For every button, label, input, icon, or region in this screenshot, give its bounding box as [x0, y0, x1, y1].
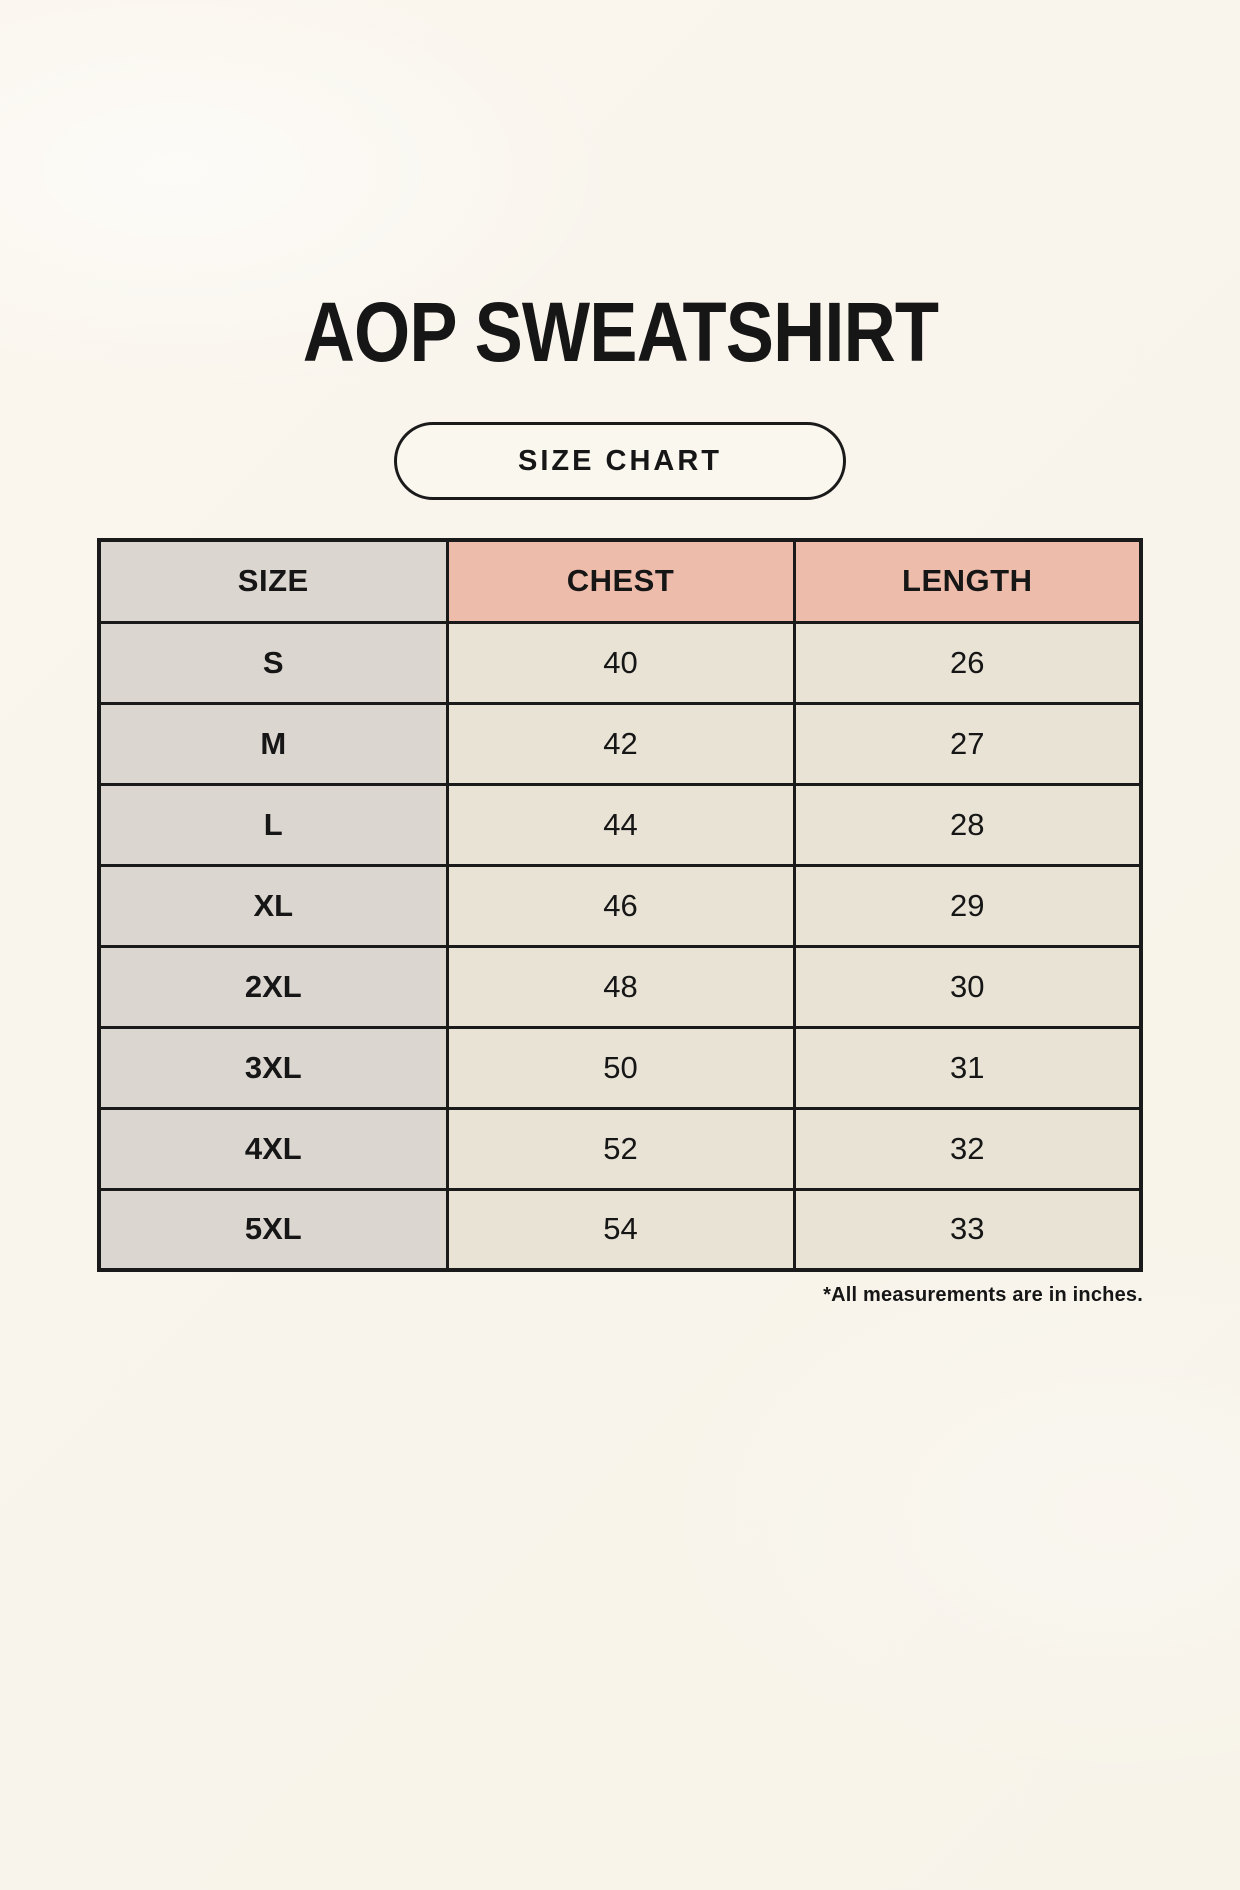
length-value-cell: 32: [792, 1106, 1143, 1191]
size-label-cell: 5XL: [97, 1187, 449, 1272]
size-label-cell: 3XL: [97, 1025, 449, 1110]
table-header-row: SIZE CHEST LENGTH: [97, 538, 1143, 624]
size-label-cell: S: [97, 620, 449, 705]
chest-value-cell: 52: [445, 1106, 796, 1191]
length-value-cell: 26: [792, 620, 1143, 705]
page-title-text: AOP SWEATSHIRT: [302, 285, 938, 379]
header-cell-length: LENGTH: [792, 538, 1143, 624]
header-cell-size: SIZE: [97, 538, 449, 624]
table-row: XL 46 29: [97, 863, 1143, 948]
size-label-cell: 2XL: [97, 944, 449, 1029]
length-value-cell: 30: [792, 944, 1143, 1029]
chest-value-cell: 44: [445, 782, 796, 867]
length-value-cell: 33: [792, 1187, 1143, 1272]
chest-value-cell: 54: [445, 1187, 796, 1272]
table-row: 4XL 52 32: [97, 1106, 1143, 1191]
chest-value-cell: 48: [445, 944, 796, 1029]
size-label-cell: M: [97, 701, 449, 786]
measurements-footnote: *All measurements are in inches.: [823, 1284, 1143, 1306]
size-label-cell: 4XL: [97, 1106, 449, 1191]
table-row: 2XL 48 30: [97, 944, 1143, 1029]
length-value-cell: 31: [792, 1025, 1143, 1110]
size-label-cell: XL: [97, 863, 449, 948]
length-value-cell: 28: [792, 782, 1143, 867]
header-cell-chest: CHEST: [445, 538, 796, 624]
size-chart-badge-label: SIZE CHART: [518, 444, 722, 477]
table-row: M 42 27: [97, 701, 1143, 786]
table-row: 3XL 50 31: [97, 1025, 1143, 1110]
chest-value-cell: 46: [445, 863, 796, 948]
table-row: 5XL 54 33: [97, 1187, 1143, 1272]
size-label-cell: L: [97, 782, 449, 867]
size-table: SIZE CHEST LENGTH S 40 26 M 42 27 L 44 2…: [97, 538, 1143, 1272]
length-value-cell: 29: [792, 863, 1143, 948]
chest-value-cell: 42: [445, 701, 796, 786]
size-chart-badge-row: SIZE CHART: [0, 422, 1240, 500]
size-chart-badge[interactable]: SIZE CHART: [394, 422, 846, 500]
table-row: S 40 26: [97, 620, 1143, 705]
size-chart-page: AOP SWEATSHIRT SIZE CHART SIZE CHEST LEN…: [0, 290, 1240, 1890]
page-title: AOP SWEATSHIRT: [0, 290, 1240, 374]
table-row: L 44 28: [97, 782, 1143, 867]
length-value-cell: 27: [792, 701, 1143, 786]
chest-value-cell: 40: [445, 620, 796, 705]
chest-value-cell: 50: [445, 1025, 796, 1110]
